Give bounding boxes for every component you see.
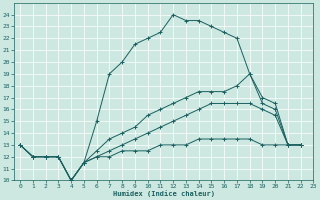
X-axis label: Humidex (Indice chaleur): Humidex (Indice chaleur) bbox=[113, 190, 215, 197]
